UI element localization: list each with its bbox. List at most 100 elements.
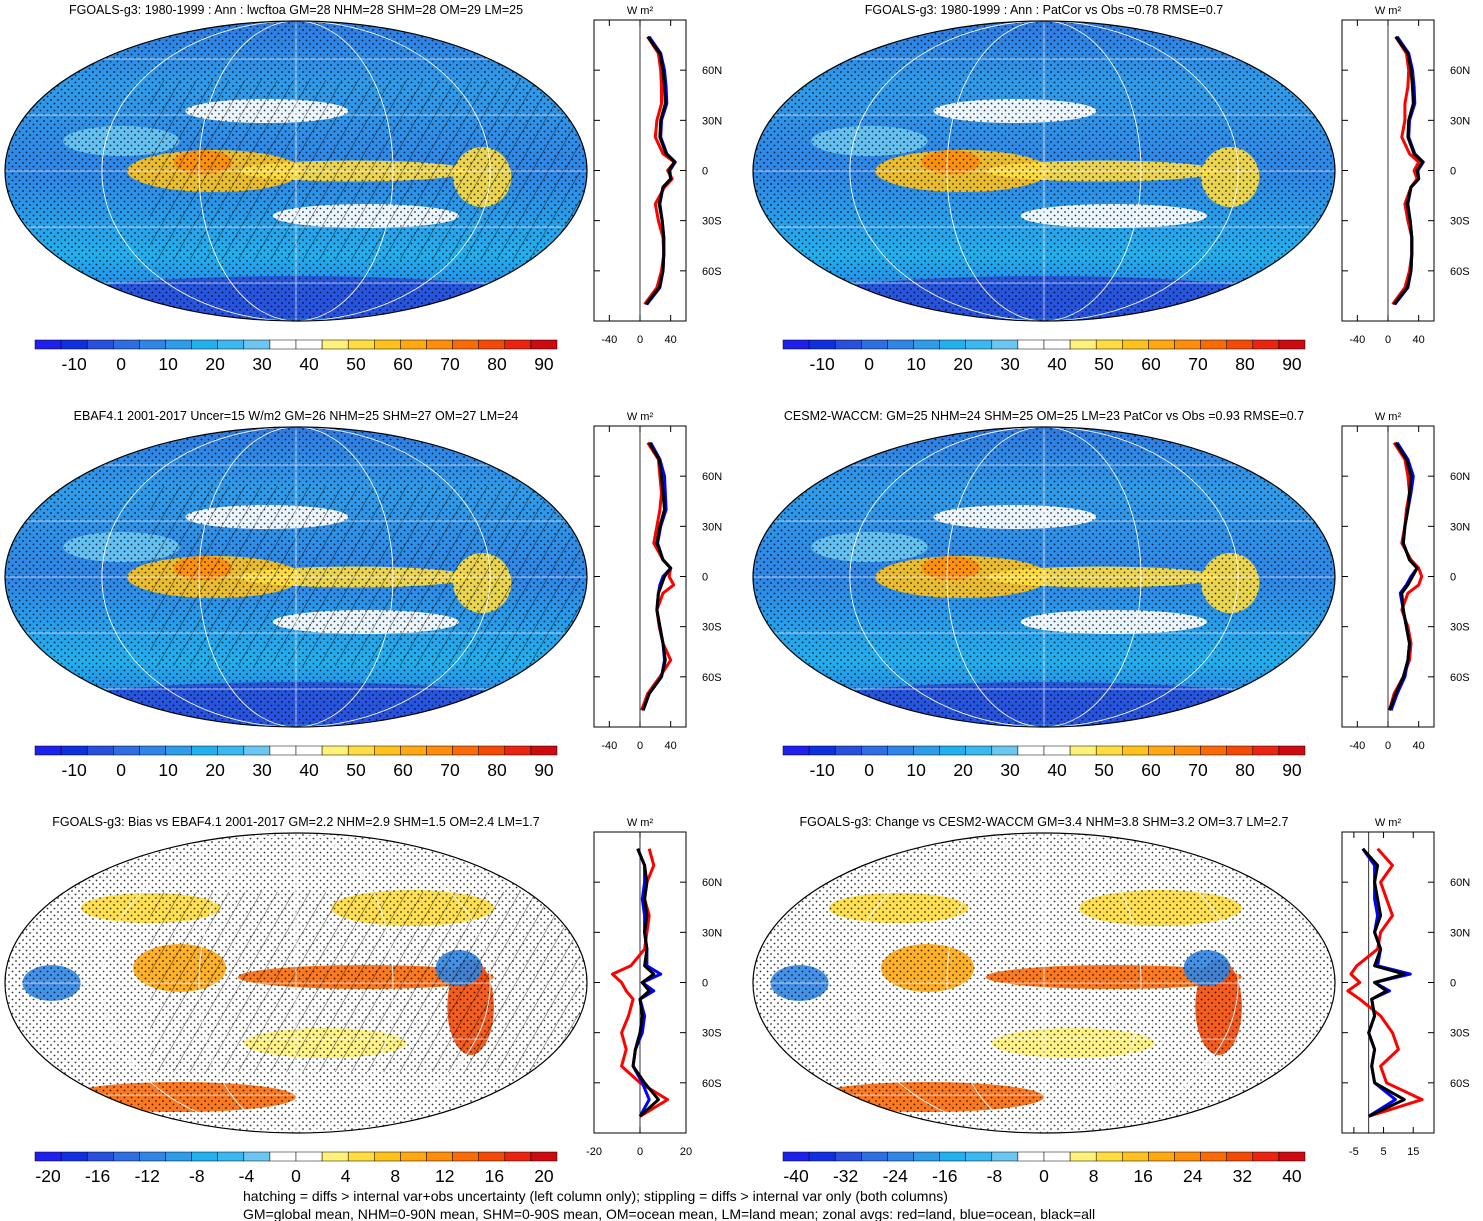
map-field [5, 833, 587, 1133]
zonal-xtick-label: 0 [1385, 334, 1391, 346]
colorbar-label: 90 [1282, 354, 1302, 374]
colorbar-swatch [1148, 339, 1175, 350]
colorbar: -40 -32 -24 -16 -8 0 8 16 24 32 40 [782, 1151, 1306, 1186]
colorbar-swatch [834, 339, 862, 350]
panel-p5: FGOALS-g3: Bias vs EBAF4.1 2001-2017 GM=… [4, 815, 722, 1186]
zonal-xtick-label: 0 [1385, 740, 1391, 752]
colorbar-swatch [1043, 339, 1071, 350]
colorbar-swatch [1200, 339, 1227, 350]
colorbar-label: 60 [1141, 354, 1161, 374]
zonal-ytick-label: 30N [1450, 521, 1470, 533]
zonal-xtick-label: -5 [1349, 1146, 1359, 1158]
colorbar-label: 10 [158, 760, 178, 780]
colorbar-swatch [991, 745, 1019, 756]
zonal-xtick-label: -20 [586, 1146, 602, 1158]
colorbar-label: 80 [1235, 354, 1255, 374]
colorbar-label: 8 [1089, 1166, 1099, 1186]
zonal-ytick-label: 60S [702, 1078, 722, 1090]
colorbar-swatch [1017, 745, 1045, 756]
colorbar-swatch [1278, 745, 1306, 756]
zonal-line-land [1391, 35, 1421, 306]
colorbar-swatch [113, 745, 140, 756]
map-field [5, 427, 587, 727]
colorbar-swatch [808, 339, 836, 350]
colorbar-swatch [1278, 1151, 1306, 1162]
colorbar-label: 10 [906, 354, 926, 374]
colorbar-swatch [60, 745, 88, 756]
colorbar-swatch [530, 1151, 558, 1162]
colorbar-swatch [269, 339, 297, 350]
zonal-ytick-label: 30N [702, 115, 722, 127]
colorbar: -10 0 10 20 30 40 50 60 70 80 90 [782, 745, 1306, 780]
colorbar-label: 40 [1047, 760, 1067, 780]
panel-title: FGOALS-g3: Bias vs EBAF4.1 2001-2017 GM=… [52, 815, 539, 829]
zonal-ytick-label: 60S [1450, 1078, 1470, 1090]
colorbar-label: 70 [440, 760, 460, 780]
colorbar-swatch [321, 1151, 349, 1162]
colorbar-label: 0 [864, 354, 874, 374]
zonal-unit: W m² [1375, 411, 1402, 423]
colorbar-label: 32 [1233, 1166, 1252, 1186]
colorbar-label: 30 [1000, 354, 1020, 374]
zonal-xtick-label: 0 [637, 740, 643, 752]
zonal-ytick-label: 0 [702, 166, 708, 178]
zonal-line-ocean [641, 441, 673, 711]
colorbar-swatch [347, 339, 375, 350]
colorbar-label: -16 [85, 1166, 110, 1186]
colorbar-swatch [478, 1151, 506, 1162]
map-outline [4, 832, 588, 1134]
colorbar-label: 50 [1094, 354, 1114, 374]
colorbar-swatch [1174, 745, 1201, 756]
colorbar-swatch [1174, 339, 1201, 350]
zonal-ytick-label: 60N [1450, 471, 1470, 483]
colorbar-swatch [1252, 745, 1280, 756]
zonal-unit: W m² [1375, 817, 1402, 829]
colorbar-swatch [1069, 339, 1097, 350]
colorbar-swatch [504, 745, 532, 756]
colorbar-swatch [60, 1151, 88, 1162]
colorbar: -10 0 10 20 30 40 50 60 70 80 90 [34, 339, 558, 374]
colorbar-swatch [191, 745, 218, 756]
zonal-line-all [631, 848, 660, 1118]
zonal-xtick-label: 0 [637, 334, 643, 346]
colorbar-label: 20 [953, 354, 973, 374]
colorbar-swatch [1095, 745, 1123, 756]
colorbar-swatch [139, 339, 166, 350]
colorbar-label: 40 [299, 354, 319, 374]
colorbar-label: 30 [252, 354, 272, 374]
colorbar-swatch [991, 339, 1019, 350]
colorbar-swatch [1122, 339, 1149, 350]
colorbar-swatch [1069, 1151, 1097, 1162]
zonal-xtick-label: 5 [1380, 1146, 1386, 1158]
colorbar-swatch [347, 745, 375, 756]
zonal-panel: W m² 60N 30N 0 30S 60S -40 0 40 [1341, 5, 1470, 346]
panel-title: CESM2-WACCM: GM=25 NHM=24 SHM=25 OM=25 L… [784, 409, 1304, 423]
zonal-ytick-label: 0 [1450, 166, 1456, 178]
colorbar-label: 30 [1000, 760, 1020, 780]
zonal-unit: W m² [627, 411, 654, 423]
colorbar-swatch [939, 339, 966, 350]
colorbar-label: 30 [252, 760, 272, 780]
colorbar-swatch [1226, 1151, 1254, 1162]
colorbar-swatch [217, 745, 245, 756]
map-outline [752, 832, 1336, 1134]
colorbar-label: 40 [299, 760, 319, 780]
zonal-line-land [640, 441, 676, 711]
zonal-xtick-label: 0 [637, 1146, 643, 1158]
zonal-ytick-label: 30S [1450, 1028, 1470, 1040]
colorbar-swatch [782, 1151, 810, 1162]
colorbar: -10 0 10 20 30 40 50 60 70 80 90 [782, 339, 1306, 374]
map-field [753, 427, 1335, 727]
colorbar-swatch [1122, 1151, 1149, 1162]
colorbar-swatch [478, 339, 506, 350]
colorbar-label: 80 [1235, 760, 1255, 780]
colorbar-swatch [452, 339, 479, 350]
colorbar-label: -4 [239, 1166, 255, 1186]
colorbar-swatch [243, 745, 271, 756]
zonal-ytick-label: 30N [1450, 115, 1470, 127]
colorbar-swatch [374, 1151, 401, 1162]
zonal-line-all [1388, 441, 1419, 711]
zonal-ytick-label: 60S [1450, 672, 1470, 684]
colorbar-label: 40 [1047, 354, 1067, 374]
